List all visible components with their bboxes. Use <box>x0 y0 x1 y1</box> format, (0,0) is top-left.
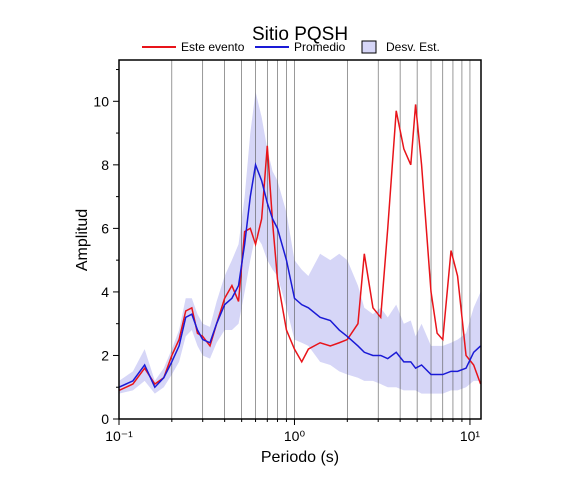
legend-label: Promedio <box>294 40 346 54</box>
y-tick-label: 8 <box>101 157 109 173</box>
x-tick-label: 10¹ <box>460 428 481 444</box>
legend-swatch <box>361 40 377 54</box>
chart-title: Sitio PQSH <box>252 24 348 45</box>
x-tick-label: 10⁰ <box>284 428 306 444</box>
x-tick-label: 10⁻¹ <box>105 428 133 444</box>
std-band <box>119 91 481 394</box>
y-tick-label: 4 <box>101 284 109 300</box>
y-axis-label: Amplitud <box>74 209 91 271</box>
legend-label: Desv. Est. <box>386 40 440 54</box>
y-tick-label: 10 <box>93 93 109 109</box>
series-line <box>118 104 482 392</box>
series-line <box>118 161 482 389</box>
y-tick-label: 2 <box>101 347 109 363</box>
plot-frame <box>118 59 482 420</box>
x-axis-label: Periodo (s) <box>261 449 339 466</box>
y-tick-label: 6 <box>101 220 109 236</box>
y-tick-label: 0 <box>101 411 109 427</box>
legend-label: Este evento <box>181 40 245 54</box>
